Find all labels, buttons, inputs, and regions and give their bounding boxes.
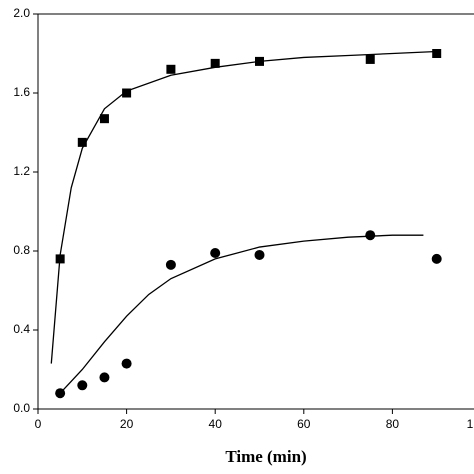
x-tick-label: 80 <box>386 417 400 431</box>
y-tick-label: 0.8 <box>13 243 30 257</box>
circle-marker <box>254 249 265 260</box>
x-tick-label: 20 <box>120 417 134 431</box>
square-marker <box>210 58 220 68</box>
circle-marker <box>99 372 110 383</box>
square-marker <box>365 54 375 64</box>
fit-curve <box>50 50 437 364</box>
circle-marker <box>165 259 176 270</box>
square-marker <box>99 114 109 124</box>
circle-marker <box>365 230 376 241</box>
circle-marker <box>121 358 132 369</box>
square-marker <box>432 49 442 58</box>
square-marker <box>166 64 176 74</box>
circle-marker <box>431 253 442 264</box>
x-tick-label: 60 <box>297 417 311 431</box>
x-axis-label: Time (min) <box>225 447 306 466</box>
y-tick-label: 1.6 <box>13 85 30 99</box>
circle-marker <box>210 247 221 258</box>
y-tick-label: 1.2 <box>13 164 30 178</box>
y-tick-label: 0.0 <box>13 401 30 415</box>
circle-marker <box>77 380 88 391</box>
x-tick-label: 1 <box>467 417 474 431</box>
y-tick-label: 2.0 <box>13 6 30 20</box>
square-marker <box>122 88 132 98</box>
x-tick-label: 40 <box>209 417 223 431</box>
square-marker <box>77 137 87 147</box>
fit-curve <box>59 234 424 394</box>
x-tick-label: 0 <box>35 417 42 431</box>
y-tick-label: 0.4 <box>13 322 30 336</box>
